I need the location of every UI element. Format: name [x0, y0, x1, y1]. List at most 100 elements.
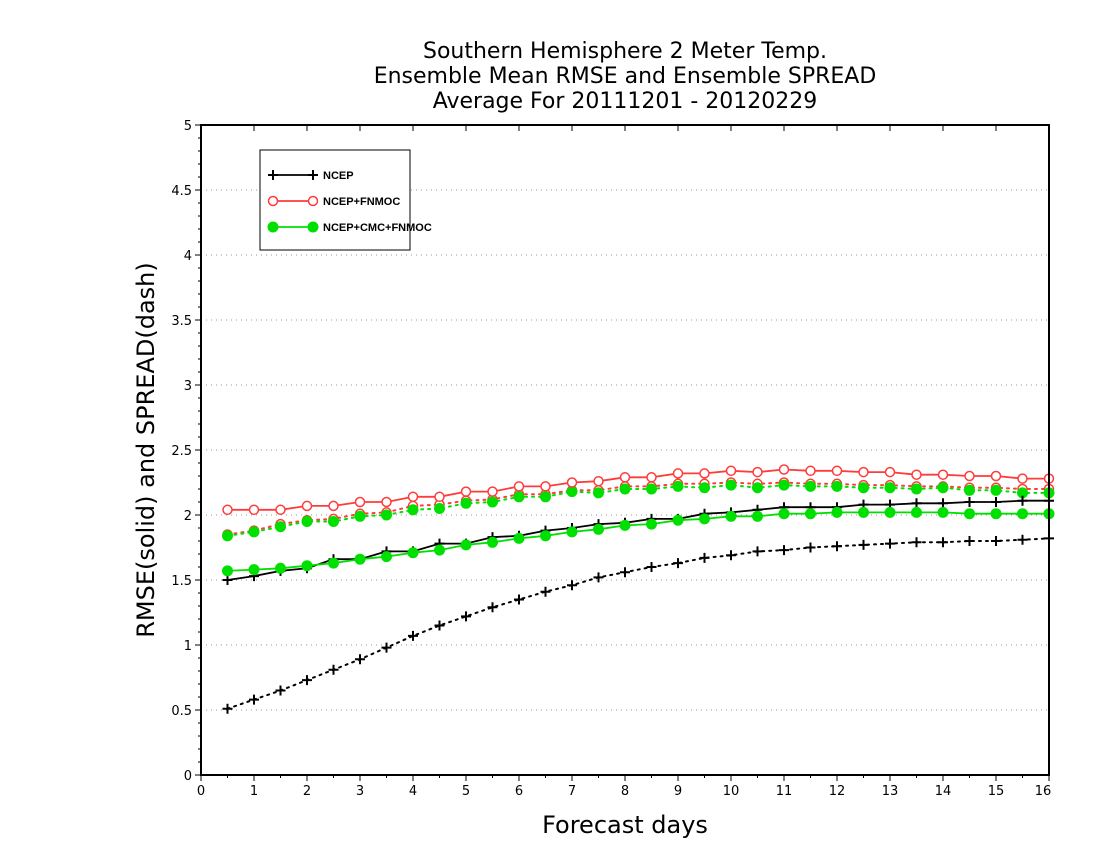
- rmse-point-ncep-fnmoc: [328, 500, 339, 512]
- rmse-point-ncep-fnmoc: [248, 504, 260, 516]
- rmse-point-ncep-fnmoc: [566, 477, 578, 488]
- x-tick-label-9: 9: [674, 784, 682, 799]
- rmse-point-ncep-fnmoc: [301, 500, 313, 512]
- spread-point-ncep-cmc-fnmoc: [540, 491, 551, 503]
- x-tick-label-1: 1: [250, 784, 258, 799]
- rmse-point-ncep-cmc-fnmoc: [434, 544, 445, 556]
- spread-point-ncep-cmc-fnmoc: [487, 496, 498, 508]
- rmse-point-ncep-fnmoc: [593, 475, 604, 487]
- rmse-point-ncep-cmc-fnmoc: [593, 523, 604, 535]
- y-axis-ticks: 0 0.5 1 1.5 2 2.5 3 3.5 4 4.5 5: [171, 119, 201, 784]
- spread-point-ncep: [805, 542, 816, 553]
- rmse-point-ncep-fnmoc: [699, 468, 710, 479]
- spread-point-ncep-cmc-fnmoc: [672, 480, 684, 492]
- rmse-point-ncep-cmc-fnmoc: [884, 506, 896, 518]
- x-tick-label-14: 14: [935, 784, 952, 799]
- y-tick-label-6: 3: [184, 379, 192, 394]
- rmse-point-ncep-cmc-fnmoc: [301, 560, 313, 572]
- spread-point-ncep-cmc-fnmoc: [911, 483, 922, 495]
- x-tick-label-6: 6: [515, 784, 523, 799]
- y-tick-label-8: 4: [184, 249, 192, 264]
- rmse-point-ncep: [222, 575, 233, 585]
- y-tick-label-2: 1: [184, 639, 192, 654]
- y-tick-label-5: 2.5: [171, 444, 192, 459]
- rmse-point-ncep-cmc-fnmoc: [964, 508, 975, 520]
- rmse-point-ncep-fnmoc: [407, 491, 419, 503]
- spread-point-ncep-cmc-fnmoc: [752, 482, 763, 494]
- rmse-point-ncep-fnmoc: [513, 481, 525, 492]
- spread-point-ncep-cmc-fnmoc: [354, 510, 366, 522]
- chart-title-line-3: Average For 20111201 - 20120229: [433, 89, 818, 114]
- rmse-point-ncep-fnmoc: [381, 496, 392, 508]
- x-tick-label-3: 3: [356, 784, 364, 799]
- y-tick-label-4: 2: [184, 509, 192, 524]
- rmse-point-ncep-fnmoc: [672, 468, 684, 479]
- spread-point-ncep: [222, 703, 233, 714]
- rmse-point-ncep-fnmoc: [540, 481, 551, 492]
- rmse-point-ncep-fnmoc: [752, 466, 763, 478]
- legend-label-ncep-cmc-fnmoc: NCEP+CMC+FNMOC: [323, 222, 432, 234]
- rmse-point-ncep-cmc-fnmoc: [513, 532, 525, 544]
- rmse-point-ncep-fnmoc: [1017, 473, 1028, 484]
- spread-point-ncep-cmc-fnmoc: [884, 482, 896, 494]
- spread-point-ncep: [593, 572, 604, 583]
- rmse-point-ncep-cmc-fnmoc: [1017, 508, 1028, 520]
- rmse-point-ncep: [938, 498, 948, 509]
- spread-point-ncep: [540, 586, 551, 597]
- spread-point-ncep-cmc-fnmoc: [381, 509, 392, 521]
- rmse-point-ncep: [911, 498, 922, 509]
- spread-point-ncep: [381, 642, 392, 653]
- spread-point-ncep-cmc-fnmoc: [964, 484, 975, 496]
- spread-point-ncep: [646, 562, 657, 572]
- rmse-point-ncep-cmc-fnmoc: [248, 564, 260, 576]
- x-axis-ticks: 0 1 2 3 4 5 6 7 8 9 10 11 12 13 14 15 16: [197, 125, 1051, 799]
- spread-line-ncep-cmc-fnmoc: [226, 484, 1050, 537]
- spread-point-ncep-cmc-fnmoc: [805, 480, 816, 492]
- rmse-point-ncep-cmc-fnmoc: [831, 506, 843, 518]
- rmse-point-ncep-cmc-fnmoc: [752, 510, 763, 522]
- spread-point-ncep-cmc-fnmoc: [566, 486, 578, 498]
- x-tick-label-10: 10: [723, 784, 740, 799]
- legend-marker-ncep-fnmoc: [267, 195, 279, 207]
- spread-point-ncep-cmc-fnmoc: [937, 482, 949, 494]
- rmse-point-ncep-fnmoc: [778, 464, 790, 475]
- chart-title-line-1: Southern Hemisphere 2 Meter Temp.: [423, 39, 827, 64]
- rmse-point-ncep-fnmoc: [222, 504, 233, 516]
- rmse-point-ncep-cmc-fnmoc: [381, 551, 392, 563]
- legend-marker-ncep: [268, 170, 278, 180]
- legend: NCEP NCEP+FNMOC NCEP+CMC+FNMOC: [259, 149, 432, 251]
- rmse-point-ncep-fnmoc: [831, 465, 843, 477]
- rmse-point-ncep-cmc-fnmoc: [937, 506, 949, 518]
- x-tick-label-8: 8: [621, 784, 629, 799]
- rmse-point-ncep-cmc-fnmoc: [646, 518, 657, 530]
- spread-point-ncep-cmc-fnmoc: [328, 516, 339, 527]
- rmse-point-ncep-cmc-fnmoc: [990, 508, 1002, 520]
- rmse-point-ncep-cmc-fnmoc: [566, 526, 578, 538]
- spread-point-ncep-cmc-fnmoc: [725, 479, 737, 491]
- spread-point-ncep: [885, 538, 895, 549]
- rmse-point-ncep-fnmoc: [460, 486, 472, 497]
- spread-point-ncep: [249, 694, 259, 705]
- spread-point-ncep: [858, 539, 869, 550]
- x-tick-label-0: 0: [197, 784, 205, 799]
- rmse-point-ncep-cmc-fnmoc: [487, 536, 498, 548]
- rmse-point-ncep-cmc-fnmoc: [805, 508, 816, 520]
- rmse-point-ncep-cmc-fnmoc: [725, 510, 737, 522]
- spread-point-ncep: [911, 537, 922, 548]
- rmse-point-ncep-fnmoc: [725, 465, 737, 477]
- x-tick-label-15: 15: [988, 784, 1005, 799]
- y-tick-label-0: 0: [184, 769, 192, 784]
- spread-point-ncep: [752, 546, 763, 557]
- spread-point-ncep-cmc-fnmoc: [646, 483, 657, 495]
- spread-point-ncep-cmc-fnmoc: [778, 479, 790, 491]
- rmse-point-ncep-fnmoc: [964, 470, 975, 482]
- rmse-point-ncep-fnmoc: [884, 466, 896, 478]
- spread-point-ncep-cmc-fnmoc: [460, 497, 472, 509]
- rmse-point-ncep-cmc-fnmoc: [699, 513, 710, 525]
- rmse-point-ncep-cmc-fnmoc: [407, 547, 419, 559]
- rmse-point-ncep-cmc-fnmoc: [275, 562, 286, 574]
- x-tick-label-7: 7: [568, 784, 576, 799]
- spread-line-ncep-fnmoc: [226, 481, 1050, 536]
- spread-point-ncep-cmc-fnmoc: [434, 503, 445, 514]
